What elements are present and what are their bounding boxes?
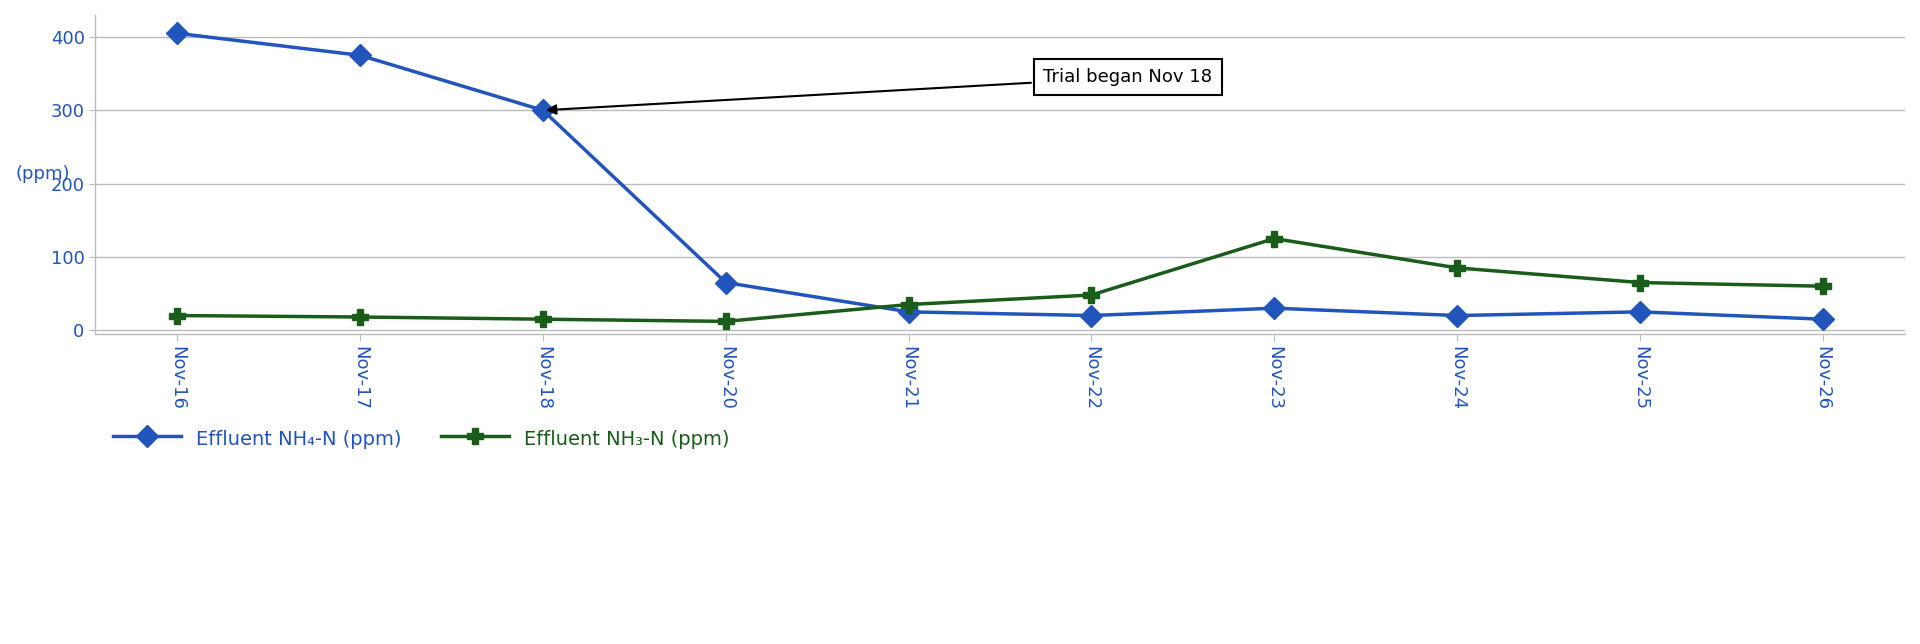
Legend: Effluent NH₄-N (ppm), Effluent NH₃-N (ppm): Effluent NH₄-N (ppm), Effluent NH₃-N (pp… [106,419,737,458]
Text: Trial began Nov 18: Trial began Nov 18 [547,68,1212,114]
Y-axis label: (ppm): (ppm) [15,166,69,184]
